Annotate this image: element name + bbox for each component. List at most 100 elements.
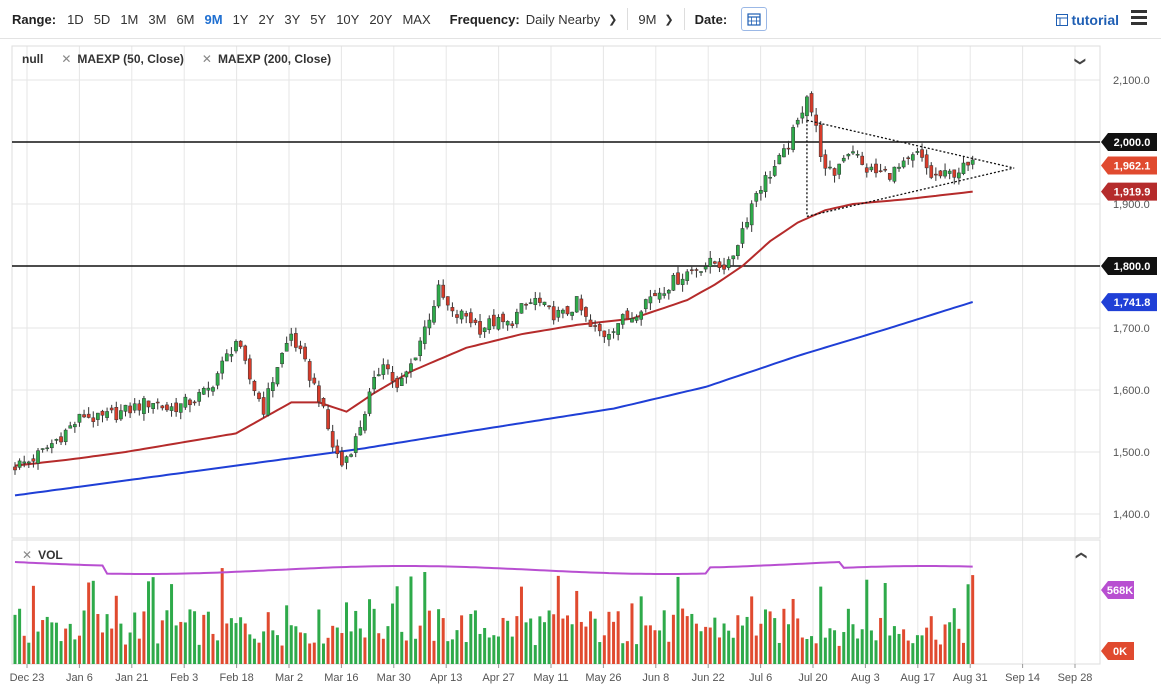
range-button-1d[interactable]: 1D: [67, 11, 84, 27]
volume-bar: [487, 637, 491, 664]
volume-badge-label: 0K: [1113, 646, 1127, 658]
candle-body: [197, 392, 202, 402]
range-button-1y[interactable]: 1Y: [232, 11, 249, 27]
candle-body: [906, 157, 911, 159]
calendar-button[interactable]: [741, 7, 768, 31]
collapse-main-panel-icon[interactable]: ❯: [1074, 56, 1087, 67]
range-button-9m[interactable]: 9M: [204, 11, 223, 27]
volume-bar: [773, 618, 777, 664]
volume-bar: [644, 625, 648, 664]
volume-bar: [225, 623, 229, 664]
candle-body: [91, 417, 96, 422]
x-tick-label: Dec 23: [10, 672, 45, 684]
candle-body: [132, 403, 137, 411]
candle-body: [574, 296, 579, 313]
range-button-3y[interactable]: 3Y: [284, 11, 301, 27]
candle-body: [970, 159, 975, 165]
range-button-6m[interactable]: 6M: [176, 11, 195, 27]
candle-body: [676, 272, 680, 285]
volume-bar: [289, 625, 293, 664]
volume-bar: [837, 645, 841, 664]
candle-body: [952, 169, 957, 178]
volume-bar: [381, 638, 385, 664]
triangle-line-upper: [806, 119, 1015, 169]
candle-body: [142, 398, 146, 414]
volume-bar: [800, 637, 804, 664]
period-dropdown[interactable]: 9M ❯: [638, 12, 673, 27]
volume-bar: [754, 635, 758, 664]
range-button-1m[interactable]: 1M: [120, 11, 139, 27]
price-badges: 2,000.0 1,962.1 1,919.9 1,800.0 1,741.8 568K 0…: [1101, 133, 1157, 660]
volume-bar: [105, 614, 109, 664]
volume-bar: [59, 641, 63, 664]
remove-study-icon[interactable]: ✕: [201, 52, 212, 66]
hamburger-menu-icon[interactable]: [1131, 10, 1147, 28]
volume-bar: [160, 620, 164, 664]
range-buttons: 1D 5D 1M 3M 6M 9M 1Y 2Y 3Y 5Y 10Y 20Y MAX: [62, 12, 436, 27]
candle-body: [266, 388, 271, 416]
price-badge-shape: [1101, 156, 1157, 175]
candle-body: [634, 316, 639, 321]
range-button-3m[interactable]: 3M: [148, 11, 167, 27]
volume-bar: [575, 590, 579, 664]
tutorial-link[interactable]: tutorial: [1055, 12, 1119, 28]
volume-bar: [856, 638, 860, 664]
candle-body: [169, 406, 174, 411]
volume-bar: [814, 643, 818, 664]
candle-body: [17, 460, 22, 468]
volume-bar: [961, 642, 965, 664]
candle-body: [119, 410, 123, 420]
x-tick-label: Jan 21: [115, 672, 148, 684]
volume-bar: [248, 634, 252, 664]
expand-volume-panel-icon[interactable]: ❯: [1075, 550, 1088, 561]
range-button-2y[interactable]: 2Y: [258, 11, 275, 27]
volume-bar: [851, 624, 855, 664]
volume-bar: [584, 626, 588, 664]
volume-badge-shape: [1101, 642, 1134, 660]
volume-bar: [73, 639, 77, 664]
volume-bar: [50, 622, 54, 664]
candle-body: [100, 410, 105, 416]
range-button-20y[interactable]: 20Y: [369, 11, 393, 27]
volume-badge-shape: [1101, 581, 1134, 599]
candle-body: [818, 124, 823, 157]
divider: [627, 8, 629, 30]
volume-bar: [377, 633, 381, 664]
range-button-5d[interactable]: 5D: [93, 11, 111, 27]
volume-bar: [82, 610, 86, 664]
price-badge: 2,000.0: [1101, 133, 1157, 151]
candle-body: [36, 450, 40, 464]
candle-body: [929, 165, 934, 178]
remove-study-icon[interactable]: ✕: [22, 548, 33, 562]
volume-bar: [492, 635, 496, 664]
volume-bar: [18, 608, 22, 664]
candle-body: [699, 271, 703, 273]
candle-body: [294, 333, 298, 348]
volume-bar: [216, 640, 220, 664]
candle-body: [160, 405, 165, 409]
range-button-5y[interactable]: 5Y: [310, 11, 327, 27]
volume-bar: [294, 626, 298, 664]
candle-body: [869, 166, 874, 171]
volume-bar: [100, 632, 104, 664]
volume-bar: [418, 625, 422, 664]
price-chart[interactable]: 2,100.0 2,000.0 1,900.0 1,800.0 1,700.0 1,600…: [0, 38, 1161, 689]
candle-body: [436, 284, 441, 307]
volume-bar: [515, 616, 519, 664]
legend-study-ma50-label: MAEXP (50, Close): [77, 52, 184, 66]
range-button-max[interactable]: MAX: [402, 11, 431, 27]
frequency-dropdown[interactable]: Daily Nearby ❯: [526, 12, 618, 27]
candle-body: [344, 456, 349, 463]
range-button-10y[interactable]: 10Y: [336, 11, 360, 27]
candle-body: [823, 154, 828, 169]
candle-body: [247, 358, 252, 380]
volume-bar: [621, 643, 625, 664]
volume-bar: [170, 584, 174, 664]
candle-body: [105, 411, 109, 418]
candle-body: [40, 448, 45, 450]
candle-body: [289, 333, 294, 341]
volume-bar: [662, 610, 666, 664]
volume-bar: [570, 624, 574, 664]
remove-study-icon[interactable]: ✕: [61, 52, 72, 66]
candle-body: [372, 377, 376, 390]
